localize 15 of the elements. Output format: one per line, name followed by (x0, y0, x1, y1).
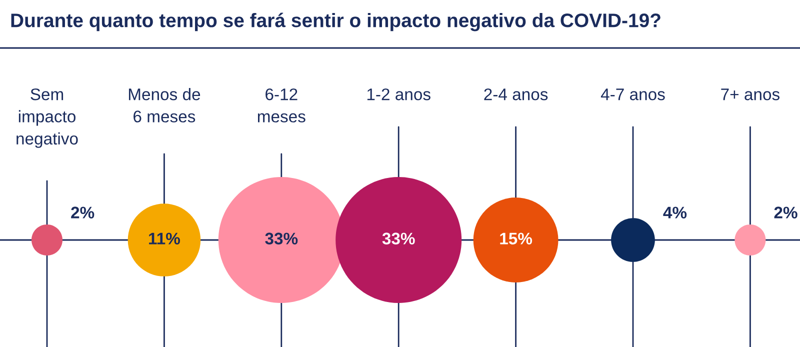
category-label: 4-7 anos (600, 88, 665, 100)
data-label: 33% (265, 232, 298, 244)
data-label: 2% (71, 206, 94, 218)
category-label: 6-12 meses (258, 88, 306, 122)
data-label: 15% (500, 232, 532, 244)
data-label: 11% (149, 232, 180, 244)
data-label: 2% (774, 206, 798, 218)
category-label: Menos de 6 meses (128, 88, 200, 122)
text: Durante quanto tempo se fará sentir o impacto negativo da COVID-19? (11, 12, 660, 32)
data-label: 33% (382, 232, 415, 244)
category-label: 1-2 anos (367, 88, 430, 100)
category-label: 7+ anos (721, 88, 780, 100)
category-label: Sem impacto negativo (16, 88, 78, 148)
category-label: 2-4 anos (484, 88, 548, 100)
data-label: 4% (663, 206, 687, 218)
